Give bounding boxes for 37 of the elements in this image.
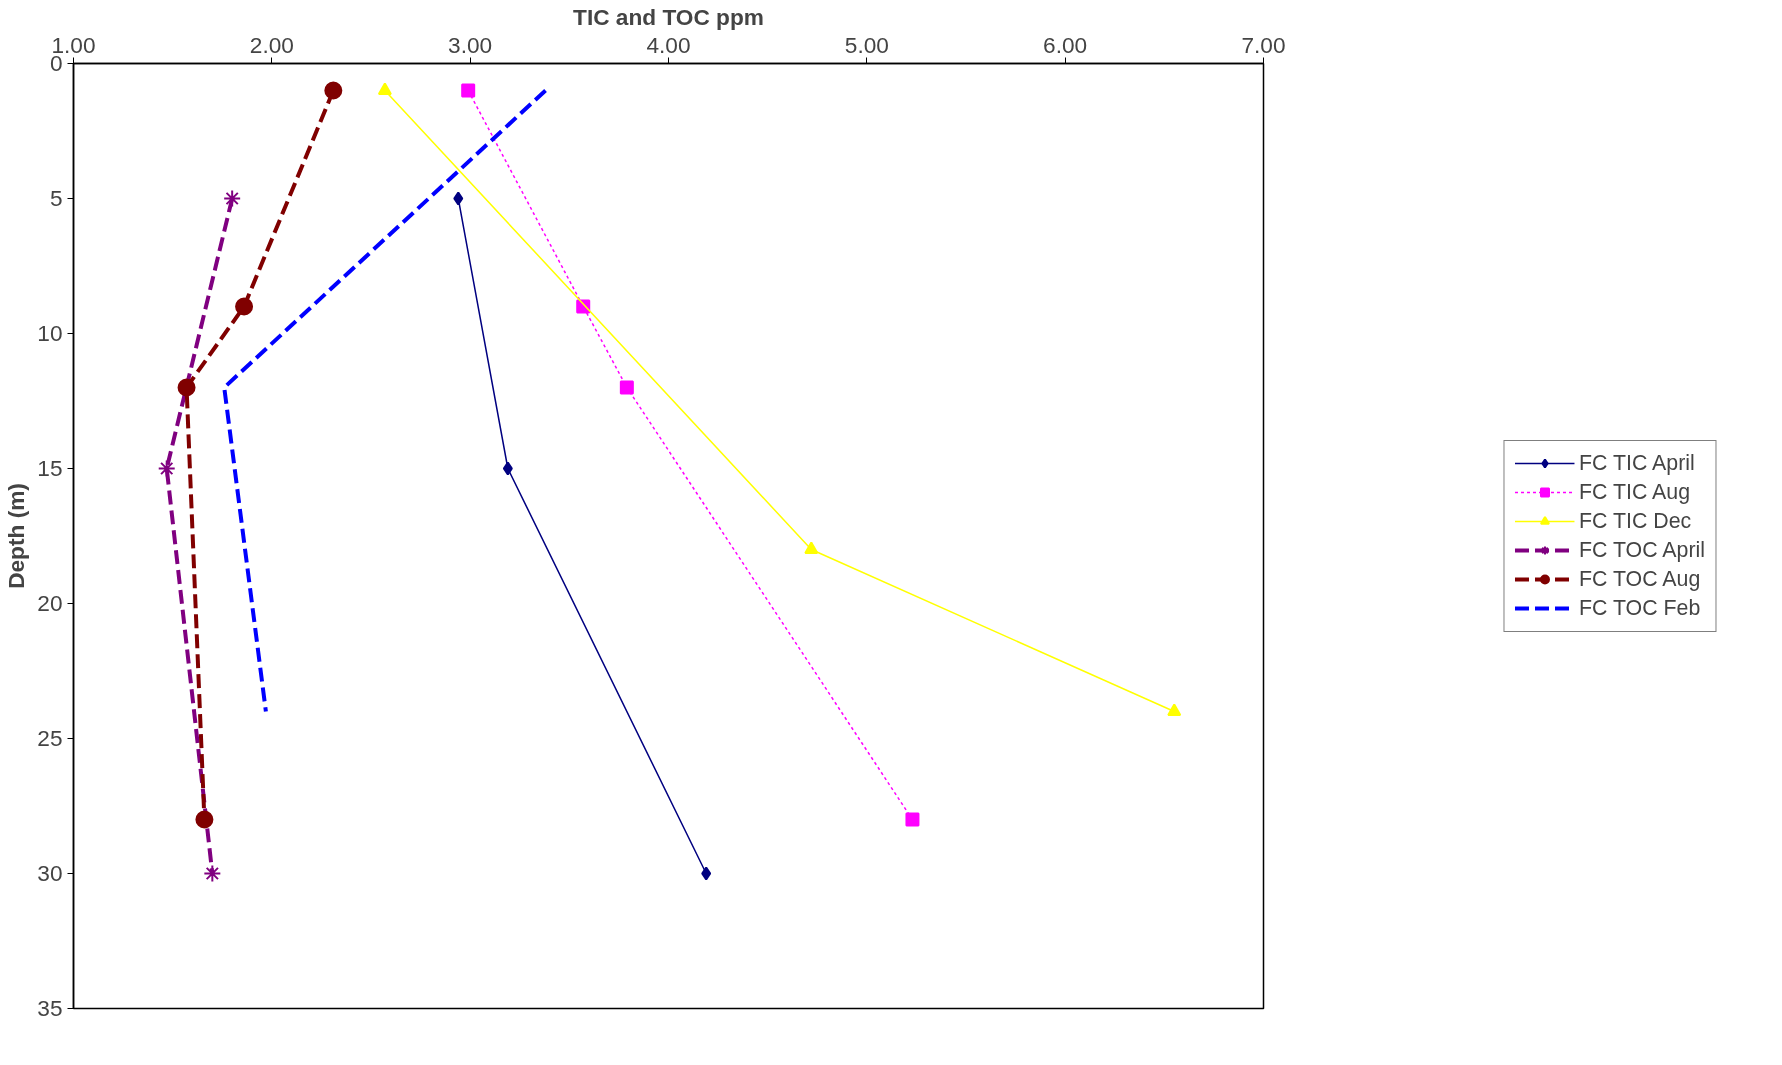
y-tick-label: 20 (37, 590, 63, 616)
point (235, 297, 254, 316)
x-tick-label: 5.00 (844, 31, 889, 58)
y-tick-label: 15 (37, 455, 63, 481)
point (223, 189, 242, 208)
legend-label: FC TIC Aug (1578, 479, 1691, 505)
point (804, 541, 819, 554)
point (377, 82, 392, 95)
y-axis-title: Depth (m) (3, 483, 30, 589)
point (905, 812, 920, 827)
x-tick-label: 2.00 (249, 31, 294, 58)
x-tick-label: 7.00 (1241, 31, 1286, 58)
point (461, 83, 476, 98)
legend-label: FC TOC Feb (1578, 595, 1701, 621)
point (701, 866, 712, 881)
y-tick-label: 25 (37, 725, 63, 751)
legend-label: FC TIC Dec (1578, 508, 1692, 534)
y-tick-label: 35 (37, 995, 63, 1021)
legend-label: FC TOC Aug (1578, 566, 1701, 592)
y-tick-label: 10 (37, 320, 63, 346)
x-tick-label: 4.00 (646, 31, 691, 58)
y-tick-label: 30 (37, 860, 63, 886)
legend-label: FC TOC April (1578, 537, 1706, 563)
point (203, 864, 222, 883)
point (157, 459, 176, 478)
x-tick-label: 3.00 (448, 31, 493, 58)
point (453, 191, 464, 206)
point (177, 378, 196, 397)
x-axis-title: TIC and TOC ppm (573, 3, 764, 30)
x-tick-label: 6.00 (1043, 31, 1088, 58)
point (324, 81, 343, 100)
point (195, 810, 214, 829)
point (1167, 703, 1182, 716)
legend-label: FC TIC April (1578, 450, 1695, 476)
point (619, 380, 634, 395)
point (502, 461, 513, 476)
y-tick-label: 5 (49, 185, 63, 211)
